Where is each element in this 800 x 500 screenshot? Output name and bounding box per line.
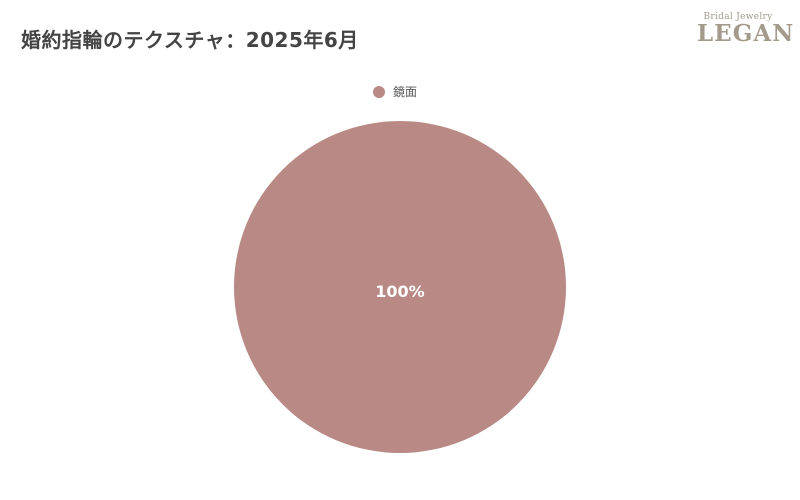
pie-slice[interactable]: [234, 121, 566, 453]
chart-title: 婚約指輪のテクスチャ：2025年6月: [21, 28, 359, 52]
data-label: 100%: [375, 282, 424, 301]
legend-label[interactable]: 鏡面: [393, 85, 418, 99]
brand-logo: Bridal Jewelry LEGAN: [697, 12, 795, 47]
logo-name: LEGAN: [697, 20, 795, 47]
legend-swatch: [373, 85, 385, 98]
legend: 鏡面: [373, 83, 417, 100]
logo-subtitle: Bridal Jewelry: [703, 12, 773, 22]
